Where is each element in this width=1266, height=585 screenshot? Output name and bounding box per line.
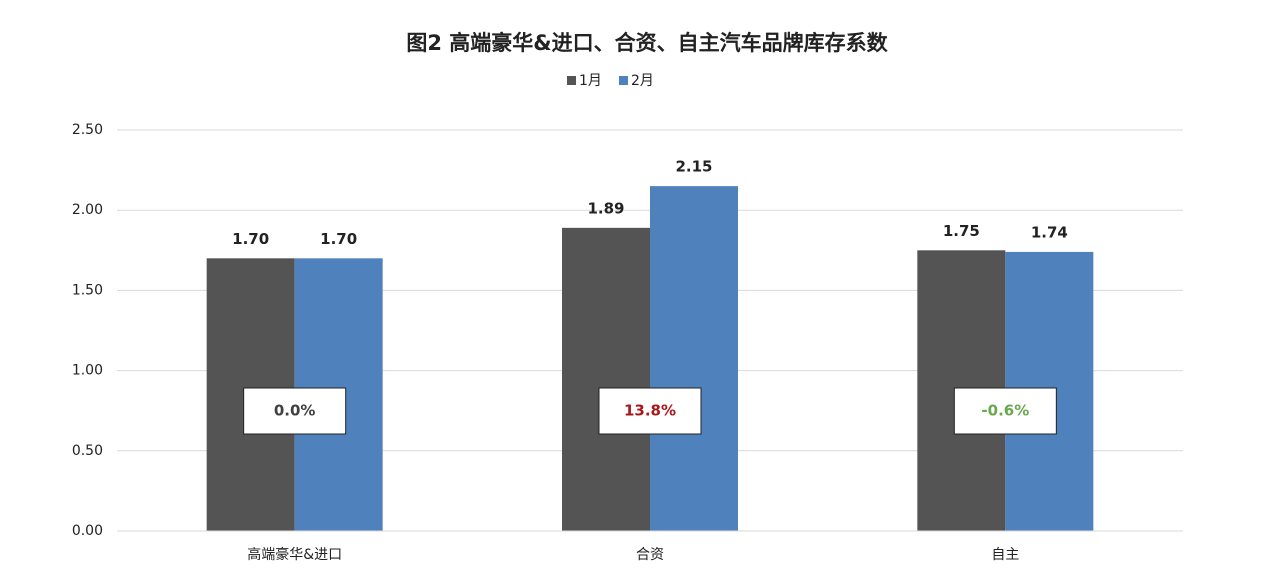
y-tick-label: 1.50 bbox=[72, 282, 103, 298]
y-tick-label: 0.00 bbox=[72, 523, 103, 539]
x-tick-label: 自主 bbox=[991, 547, 1019, 563]
annotation: 0.0% bbox=[274, 402, 316, 420]
x-tick-label: 合资 bbox=[636, 547, 664, 563]
legend-swatch bbox=[619, 76, 628, 85]
y-tick-label: 0.50 bbox=[72, 443, 103, 459]
annotation: 13.8% bbox=[624, 402, 676, 420]
bar bbox=[562, 227, 650, 531]
legend-label: 1月 bbox=[579, 73, 602, 89]
annotation-box bbox=[598, 387, 702, 435]
annotation: -0.6% bbox=[981, 402, 1029, 420]
value-label: 1.89 bbox=[587, 199, 624, 217]
value-label: 1.70 bbox=[320, 230, 357, 248]
y-tick-label: 1.00 bbox=[72, 363, 103, 379]
value-label: 1.74 bbox=[1031, 223, 1068, 241]
y-tick-label: 2.50 bbox=[72, 122, 103, 138]
annotation-box bbox=[953, 387, 1057, 435]
value-label: 1.75 bbox=[943, 222, 980, 240]
bar bbox=[650, 186, 738, 531]
x-tick-label: 高端豪华&进口 bbox=[247, 546, 342, 563]
value-label: 1.70 bbox=[232, 230, 269, 248]
legend-label: 2月 bbox=[631, 73, 654, 89]
chart-title: 图2 高端豪华&进口、合资、自主汽车品牌库存系数 bbox=[406, 31, 888, 55]
value-label: 2.15 bbox=[675, 158, 712, 176]
y-tick-label: 2.00 bbox=[72, 202, 103, 218]
legend-swatch bbox=[567, 76, 576, 85]
annotation-box bbox=[243, 387, 347, 435]
